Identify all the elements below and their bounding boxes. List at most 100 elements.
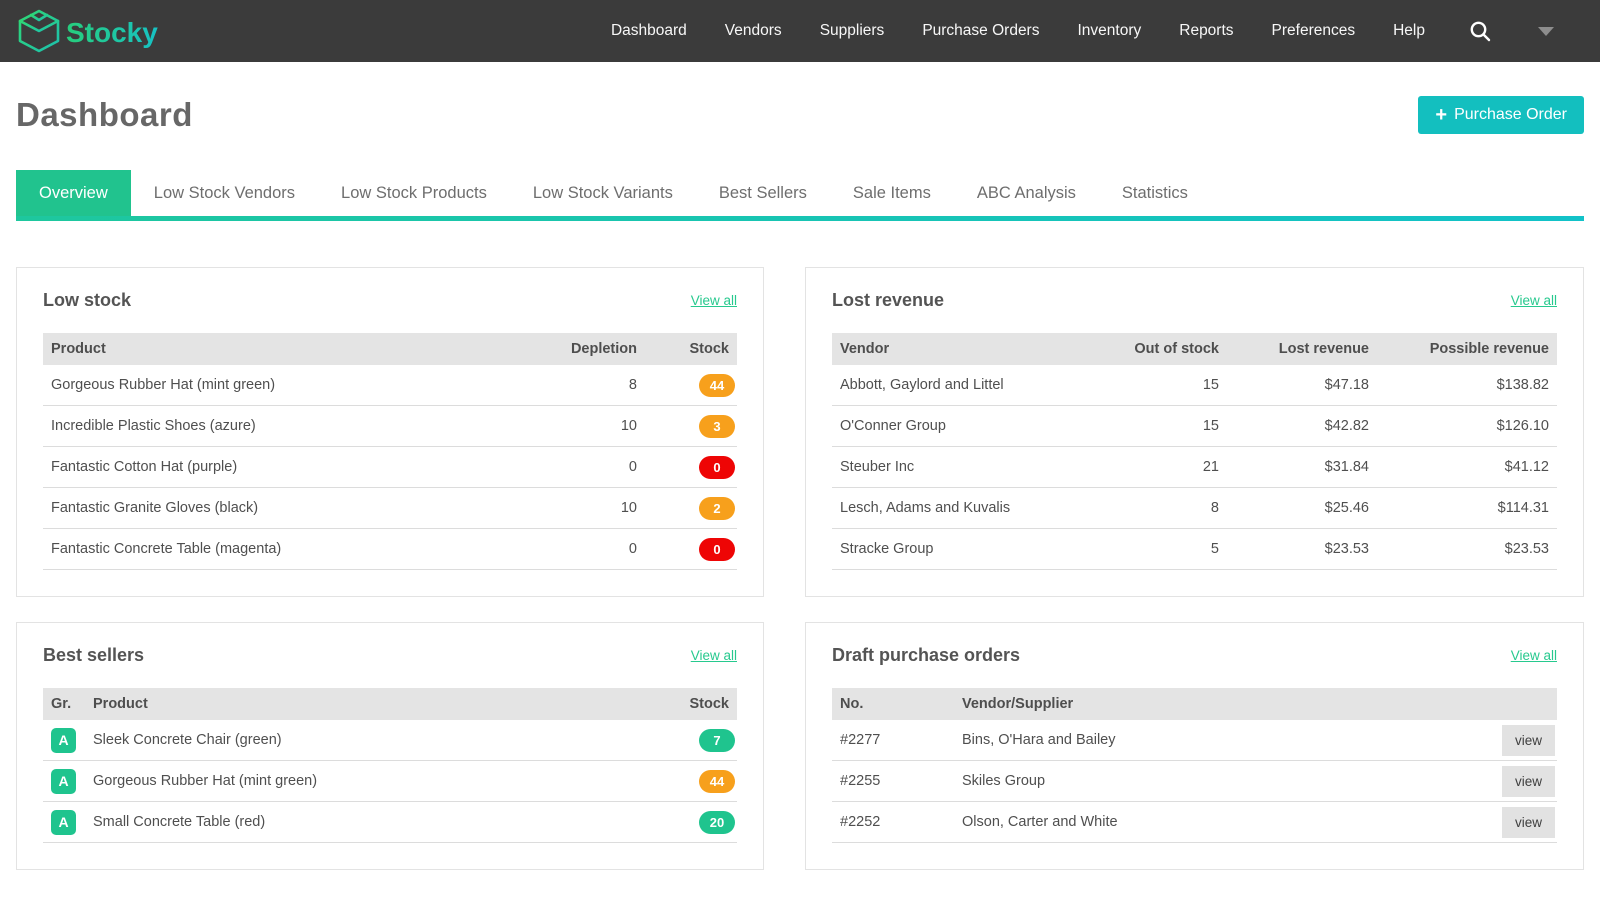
depletion-value: 0 bbox=[628, 541, 637, 557]
nav-item-suppliers[interactable]: Suppliers bbox=[819, 22, 885, 39]
tab-best-sellers[interactable]: Best Sellers bbox=[718, 184, 807, 202]
product-name: Fantastic Granite Gloves (black) bbox=[51, 500, 259, 516]
low-stock-card: Low stock View all Product Depletion Sto… bbox=[16, 267, 764, 597]
product-name: Fantastic Concrete Table (magenta) bbox=[51, 541, 282, 557]
nav-item-help[interactable]: Help bbox=[1393, 22, 1425, 39]
main-content: Dashboard + Purchase Order Overview Low … bbox=[0, 96, 1600, 870]
stock-badge: 7 bbox=[699, 728, 735, 752]
table-row: A Sleek Concrete Chair (green) 7 bbox=[43, 720, 737, 761]
out-of-stock-value: 5 bbox=[1210, 541, 1219, 557]
best-sellers-view-all-link[interactable]: View all bbox=[690, 648, 737, 663]
main-nav: Dashboard Vendors Suppliers Purchase Ord… bbox=[611, 22, 1425, 40]
chevron-down-icon[interactable] bbox=[1538, 26, 1554, 36]
table-row: #2252 Olson, Carter and White view bbox=[832, 802, 1557, 843]
new-purchase-order-button[interactable]: + Purchase Order bbox=[1418, 96, 1584, 134]
brand-logo[interactable]: Stocky bbox=[16, 8, 188, 54]
search-icon[interactable] bbox=[1469, 20, 1492, 43]
vendor-name: Lesch, Adams and Kuvalis bbox=[840, 500, 1011, 516]
tab-sale-items[interactable]: Sale Items bbox=[852, 184, 931, 202]
low-stock-view-all-link[interactable]: View all bbox=[690, 293, 737, 308]
lost-revenue-value: $47.18 bbox=[1324, 377, 1369, 393]
nav-item-reports[interactable]: Reports bbox=[1179, 22, 1234, 39]
nav-item-inventory[interactable]: Inventory bbox=[1077, 22, 1142, 39]
tab-low-stock-variants[interactable]: Low Stock Variants bbox=[532, 184, 673, 202]
lost-revenue-value: $42.82 bbox=[1324, 418, 1369, 434]
draft-po-table-header: No. Vendor/Supplier bbox=[832, 688, 1557, 720]
draft-purchase-orders-card: Draft purchase orders View all No. Vendo… bbox=[805, 622, 1584, 870]
column-header: Out of stock bbox=[1134, 341, 1219, 357]
draft-purchase-orders-card-title: Draft purchase orders bbox=[832, 645, 1021, 665]
depletion-value: 8 bbox=[628, 377, 637, 393]
page-header: Dashboard + Purchase Order bbox=[16, 96, 1584, 134]
nav-item-preferences[interactable]: Preferences bbox=[1271, 22, 1356, 39]
product-name: Incredible Plastic Shoes (azure) bbox=[51, 418, 256, 434]
grade-badge: A bbox=[51, 768, 76, 794]
new-purchase-order-label: Purchase Order bbox=[1454, 106, 1567, 123]
column-header: Gr. bbox=[51, 696, 72, 712]
lost-revenue-value: $31.84 bbox=[1324, 459, 1369, 475]
table-row: Fantastic Cotton Hat (purple) 0 0 bbox=[43, 447, 737, 488]
out-of-stock-value: 15 bbox=[1202, 377, 1219, 393]
table-row: Fantastic Granite Gloves (black) 10 2 bbox=[43, 488, 737, 529]
draft-purchase-orders-view-all-link[interactable]: View all bbox=[1510, 648, 1557, 663]
tab-abc-analysis[interactable]: ABC Analysis bbox=[976, 184, 1076, 202]
column-header: Vendor bbox=[840, 341, 890, 357]
vendor-name: Stracke Group bbox=[840, 541, 934, 557]
product-name: Gorgeous Rubber Hat (mint green) bbox=[51, 377, 276, 393]
depletion-value: 10 bbox=[620, 418, 637, 434]
navbar-icon-group bbox=[1469, 20, 1554, 43]
view-po-button[interactable]: view bbox=[1501, 806, 1555, 838]
nav-item-dashboard[interactable]: Dashboard bbox=[610, 22, 687, 39]
column-header: Vendor/Supplier bbox=[962, 696, 1074, 712]
brand-name: Stocky bbox=[66, 17, 158, 48]
vendor-name: Skiles Group bbox=[962, 773, 1046, 789]
column-header: Stock bbox=[689, 341, 730, 357]
tabs-underline bbox=[16, 216, 1584, 221]
table-row: A Gorgeous Rubber Hat (mint green) 44 bbox=[43, 761, 737, 802]
table-row: Fantastic Concrete Table (magenta) 0 0 bbox=[43, 529, 737, 570]
table-row: Steuber Inc 21 $31.84 $41.12 bbox=[832, 447, 1557, 488]
lost-revenue-value: $25.46 bbox=[1324, 500, 1369, 516]
possible-revenue-value: $114.31 bbox=[1497, 500, 1549, 516]
open-box-logo-icon: Stocky bbox=[18, 9, 158, 53]
tab-low-stock-products[interactable]: Low Stock Products bbox=[341, 184, 487, 202]
possible-revenue-value: $126.10 bbox=[1496, 418, 1549, 434]
tab-statistics[interactable]: Statistics bbox=[1121, 184, 1188, 202]
out-of-stock-value: 15 bbox=[1202, 418, 1219, 434]
view-po-button[interactable]: view bbox=[1501, 765, 1555, 797]
best-sellers-card: Best sellers View all Gr. Product Stock … bbox=[16, 622, 764, 870]
grade-badge: A bbox=[51, 727, 76, 753]
vendor-name: Steuber Inc bbox=[840, 459, 915, 475]
lost-revenue-view-all-link[interactable]: View all bbox=[1510, 293, 1557, 308]
lost-revenue-card-title: Lost revenue bbox=[832, 290, 945, 310]
po-number: #2277 bbox=[840, 732, 881, 748]
po-number: #2255 bbox=[840, 773, 881, 789]
table-row: A Small Concrete Table (red) 20 bbox=[43, 802, 737, 843]
nav-item-vendors[interactable]: Vendors bbox=[724, 22, 782, 39]
tab-low-stock-vendors[interactable]: Low Stock Vendors bbox=[153, 184, 296, 202]
column-header: Product bbox=[51, 341, 106, 357]
dashboard-cards-grid: Low stock View all Product Depletion Sto… bbox=[16, 267, 1584, 870]
column-header: Possible revenue bbox=[1429, 341, 1549, 357]
stock-badge: 20 bbox=[699, 810, 735, 834]
vendor-name: Bins, O'Hara and Bailey bbox=[962, 732, 1116, 748]
table-row: Gorgeous Rubber Hat (mint green) 8 44 bbox=[43, 365, 737, 406]
stock-badge: 44 bbox=[699, 373, 735, 397]
table-row: #2255 Skiles Group view bbox=[832, 761, 1557, 802]
stock-badge: 0 bbox=[699, 537, 735, 561]
stock-badge: 44 bbox=[699, 769, 735, 793]
plus-icon: + bbox=[1435, 104, 1448, 126]
view-po-button[interactable]: view bbox=[1501, 724, 1555, 756]
low-stock-table-header: Product Depletion Stock bbox=[43, 333, 737, 365]
product-name: Sleek Concrete Chair (green) bbox=[93, 732, 282, 748]
table-row: #2277 Bins, O'Hara and Bailey view bbox=[832, 720, 1557, 761]
stock-badge: 3 bbox=[699, 414, 735, 438]
stock-badge: 0 bbox=[699, 455, 735, 479]
depletion-value: 0 bbox=[628, 459, 637, 475]
nav-item-purchase-orders[interactable]: Purchase Orders bbox=[922, 22, 1040, 39]
page-title: Dashboard bbox=[16, 96, 193, 133]
possible-revenue-value: $23.53 bbox=[1504, 541, 1549, 557]
stock-badge: 2 bbox=[699, 496, 735, 520]
tab-overview[interactable]: Overview bbox=[16, 170, 131, 216]
vendor-name: Abbott, Gaylord and Littel bbox=[840, 377, 1004, 393]
